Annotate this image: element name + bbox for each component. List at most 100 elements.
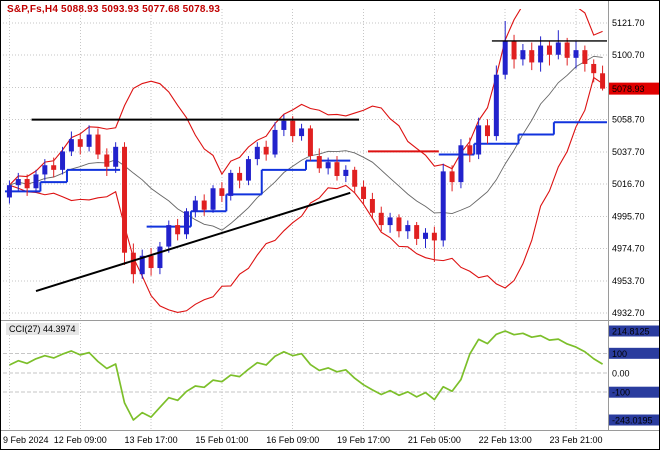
- time-axis-label: 22 Feb 13:00: [479, 435, 532, 445]
- candle-body: [387, 217, 393, 226]
- indicator-axis: 214.8125 100 0.00 -100 -243.0195: [609, 325, 659, 426]
- candle-body: [449, 171, 455, 183]
- candle-body: [431, 232, 437, 241]
- candle-body: [334, 162, 340, 176]
- candle-body: [476, 125, 482, 155]
- indicator-level-tag: [609, 414, 659, 426]
- candle-body: [104, 154, 110, 167]
- time-axis: 9 Feb 2024 12 Feb 09:00 13 Feb 17:00 15 Feb…: [3, 435, 603, 445]
- candle-body: [582, 50, 588, 64]
- candle-body: [210, 188, 216, 210]
- price-axis-label: 4953.70: [612, 276, 645, 286]
- candle-body: [281, 120, 287, 130]
- candle-body: [263, 146, 269, 155]
- time-axis-label: 12 Feb 09:00: [54, 435, 107, 445]
- time-axis-label: 16 Feb 09:00: [266, 435, 319, 445]
- candle-body: [157, 246, 163, 269]
- indicator-level-tag: [609, 347, 659, 359]
- candlestick-series: [6, 21, 606, 284]
- candle-body: [60, 151, 66, 170]
- candle-body: [272, 129, 278, 155]
- candle-body: [564, 42, 570, 58]
- price-axis-label: 4995.70: [612, 211, 645, 221]
- indicator-axis-label: 0.00: [612, 368, 630, 378]
- current-price-tag: [609, 82, 659, 95]
- ascending-trendline[interactable]: [35, 191, 351, 293]
- indicator-axis-label: -243.0195: [612, 416, 653, 426]
- candle-body: [458, 145, 464, 183]
- price-axis-label: 5121.70: [612, 18, 645, 28]
- price-axis-label: 4932.70: [612, 308, 645, 318]
- candle-body: [33, 174, 39, 189]
- candle-body: [520, 50, 526, 60]
- candle-body: [546, 45, 552, 55]
- indicator-header-label: CCI(27) 44.3974: [6, 323, 79, 335]
- time-axis-label: 21 Feb 05:00: [408, 435, 461, 445]
- candle-body: [6, 185, 12, 198]
- candle-body: [405, 225, 411, 232]
- candle-body: [42, 165, 48, 175]
- price-axis-label: 4974.70: [612, 244, 645, 254]
- price-axis-label: 5016.70: [612, 179, 645, 189]
- candle-body: [325, 162, 331, 169]
- price-axis-label: 5100.70: [612, 50, 645, 60]
- candle-body: [77, 139, 83, 147]
- indicator-axis-label: 100: [612, 349, 627, 359]
- candle-body: [467, 145, 473, 155]
- candle-body: [148, 255, 154, 269]
- candle-body: [166, 225, 172, 247]
- time-axis-label: 23 Feb 21:00: [549, 435, 602, 445]
- price-axis-label: 5037.70: [612, 147, 645, 157]
- candle-body: [122, 146, 128, 253]
- candle-body: [396, 217, 402, 232]
- candle-body: [15, 179, 21, 186]
- candle-body: [130, 252, 136, 275]
- candle-body: [440, 171, 446, 241]
- candle-body: [95, 134, 101, 155]
- price-axis: 5121.70 5100.70 5058.70 5037.70 5016.70 4995.…: [609, 18, 659, 318]
- time-axis-label: 15 Feb 01:00: [195, 435, 248, 445]
- current-price-tag-text: 5078.93: [612, 84, 645, 94]
- candle-body: [343, 169, 349, 176]
- candle-body: [192, 200, 198, 212]
- candle-body: [502, 40, 508, 75]
- time-axis-label: 19 Feb 17:00: [337, 435, 390, 445]
- indicator-level-tag: [609, 325, 659, 337]
- candle-body: [113, 146, 119, 167]
- candle-body: [555, 42, 561, 55]
- candle-body: [484, 125, 490, 137]
- candle-body: [68, 139, 74, 152]
- drawn-objects: [31, 40, 607, 293]
- candle-body: [423, 232, 429, 239]
- candle-body: [529, 50, 535, 63]
- candle-body: [361, 186, 367, 199]
- indicator-axis-label: 214.8125: [612, 327, 650, 337]
- candle-body: [591, 63, 597, 74]
- candle-body: [86, 134, 92, 147]
- candle-body: [493, 74, 499, 137]
- price-axis-label: 5058.70: [612, 115, 645, 125]
- candle-body: [352, 169, 358, 187]
- candle-body: [175, 225, 181, 235]
- candle-body: [228, 172, 234, 196]
- candle-body: [237, 172, 243, 181]
- candle-body: [290, 120, 296, 137]
- bollinger-lower-band: [9, 76, 603, 313]
- pane-separators: [1, 1, 659, 431]
- time-axis-label: 9 Feb 2024: [3, 435, 49, 445]
- candle-body: [219, 188, 225, 196]
- candle-body: [51, 165, 57, 170]
- candle-body: [245, 159, 251, 181]
- candle-body: [414, 225, 420, 239]
- indicator-axis-label: -100: [612, 388, 630, 398]
- candle-body: [369, 198, 375, 213]
- candle-body: [600, 73, 606, 89]
- chart-title-overlay: S&P,Fs,H4 5088.93 5093.93 5077.68 5078.9…: [7, 4, 221, 15]
- candle-body: [378, 212, 384, 226]
- candle-body: [299, 128, 305, 137]
- candle-body: [183, 211, 189, 235]
- time-axis-label: 13 Feb 17:00: [125, 435, 178, 445]
- candle-body: [24, 179, 30, 189]
